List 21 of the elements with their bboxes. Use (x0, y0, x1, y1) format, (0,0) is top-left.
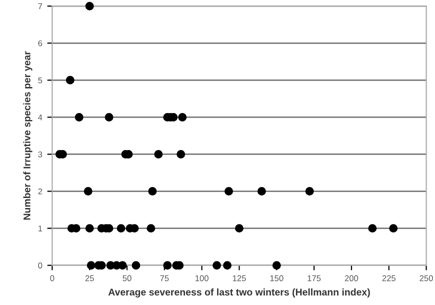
x-tick-label: 150 (270, 275, 284, 282)
y-tick-label: 7 (38, 3, 42, 10)
y-tick-label: 6 (38, 40, 42, 46)
y-tick-label: 1 (38, 226, 42, 232)
x-axis-title: Average severeness of last two winters (Hellmann index) (108, 288, 370, 298)
x-tick-label: 0 (50, 275, 54, 282)
y-tick-label: 4 (38, 114, 42, 120)
y-tick-label: 5 (38, 77, 42, 84)
y-tick-label: 0 (38, 262, 42, 268)
x-tick-label: 175 (308, 275, 321, 282)
x-tick-label: 200 (344, 275, 358, 282)
x-tick-label: 125 (232, 275, 246, 282)
x-tick-label: 25 (85, 275, 94, 282)
y-tick-label: 2 (38, 188, 42, 194)
x-tick-label: 75 (160, 275, 169, 282)
x-tick-label: 50 (122, 275, 132, 282)
x-tick-label: 225 (382, 275, 396, 282)
x-tick-label: 250 (420, 275, 433, 282)
y-tick-label: 3 (38, 151, 42, 158)
y-axis-title: Number of Irruptive species per year (23, 51, 32, 220)
x-tick-label: 100 (196, 275, 208, 282)
